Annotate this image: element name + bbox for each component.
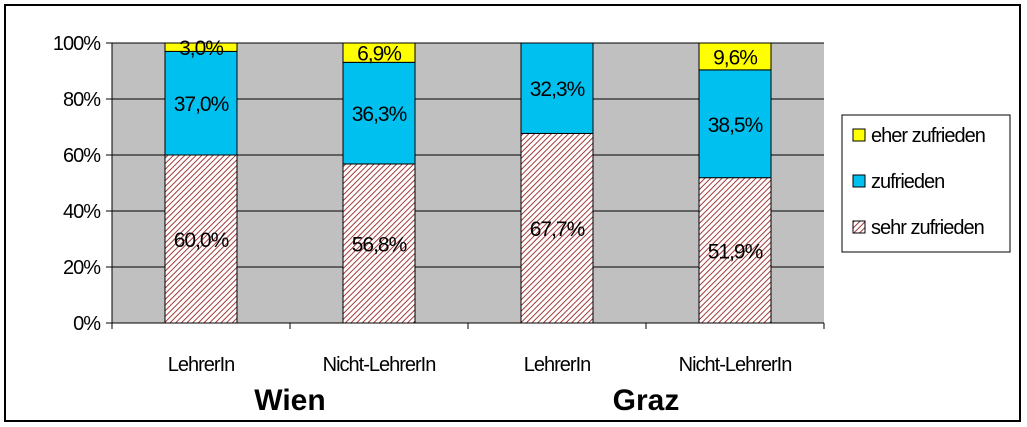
data-label: 67,7%: [530, 218, 585, 241]
bar-segment-zufrieden: [520, 42, 594, 134]
bar-segment-zufrieden: [164, 50, 238, 156]
y-tick-label: 100%: [53, 33, 101, 55]
y-tick-label: 20%: [63, 257, 101, 279]
legend-swatch: [852, 220, 866, 234]
bar-segment-sehr-zufrieden: [342, 163, 416, 324]
group-label: Wien: [254, 384, 325, 417]
data-label: 51,9%: [708, 240, 763, 263]
legend-label: zufrieden: [871, 171, 944, 193]
category-label: LehrerIn: [524, 354, 591, 376]
data-label: 6,9%: [357, 43, 401, 66]
legend-label: sehr zufrieden: [871, 217, 984, 239]
data-label: 56,8%: [352, 233, 407, 256]
y-tick-label: 40%: [63, 201, 101, 223]
data-label: 9,6%: [713, 46, 757, 69]
y-tick-label: 80%: [63, 89, 101, 111]
category-label: LehrerIn: [168, 354, 235, 376]
data-label: 3,0%: [179, 37, 223, 60]
y-tick-label: 0%: [73, 313, 101, 335]
data-label: 60,0%: [174, 229, 229, 252]
bar-segment-sehr-zufrieden: [520, 132, 594, 324]
category-label: Nicht-LehrerIn: [323, 354, 436, 376]
data-label: 38,5%: [708, 114, 763, 137]
bar-segment-eher-zufrieden: [164, 42, 238, 52]
data-label: 37,0%: [174, 93, 229, 116]
group-label: Graz: [613, 384, 680, 417]
legend-label: eher zufrieden: [871, 125, 985, 147]
data-label: 32,3%: [530, 78, 585, 101]
category-label: Nicht-LehrerIn: [679, 354, 792, 376]
bar-segment-eher-zufrieden: [698, 42, 772, 71]
legend: [841, 114, 1011, 253]
bar-segment-sehr-zufrieden: [698, 177, 772, 324]
bar-segment-eher-zufrieden: [342, 42, 416, 63]
legend-swatch: [852, 128, 866, 142]
legend-swatch: [852, 174, 866, 188]
bar-segment-zufrieden: [698, 69, 772, 179]
data-label: 36,3%: [352, 103, 407, 126]
bar-segment-sehr-zufrieden: [164, 154, 238, 324]
y-tick-label: 60%: [63, 145, 101, 167]
